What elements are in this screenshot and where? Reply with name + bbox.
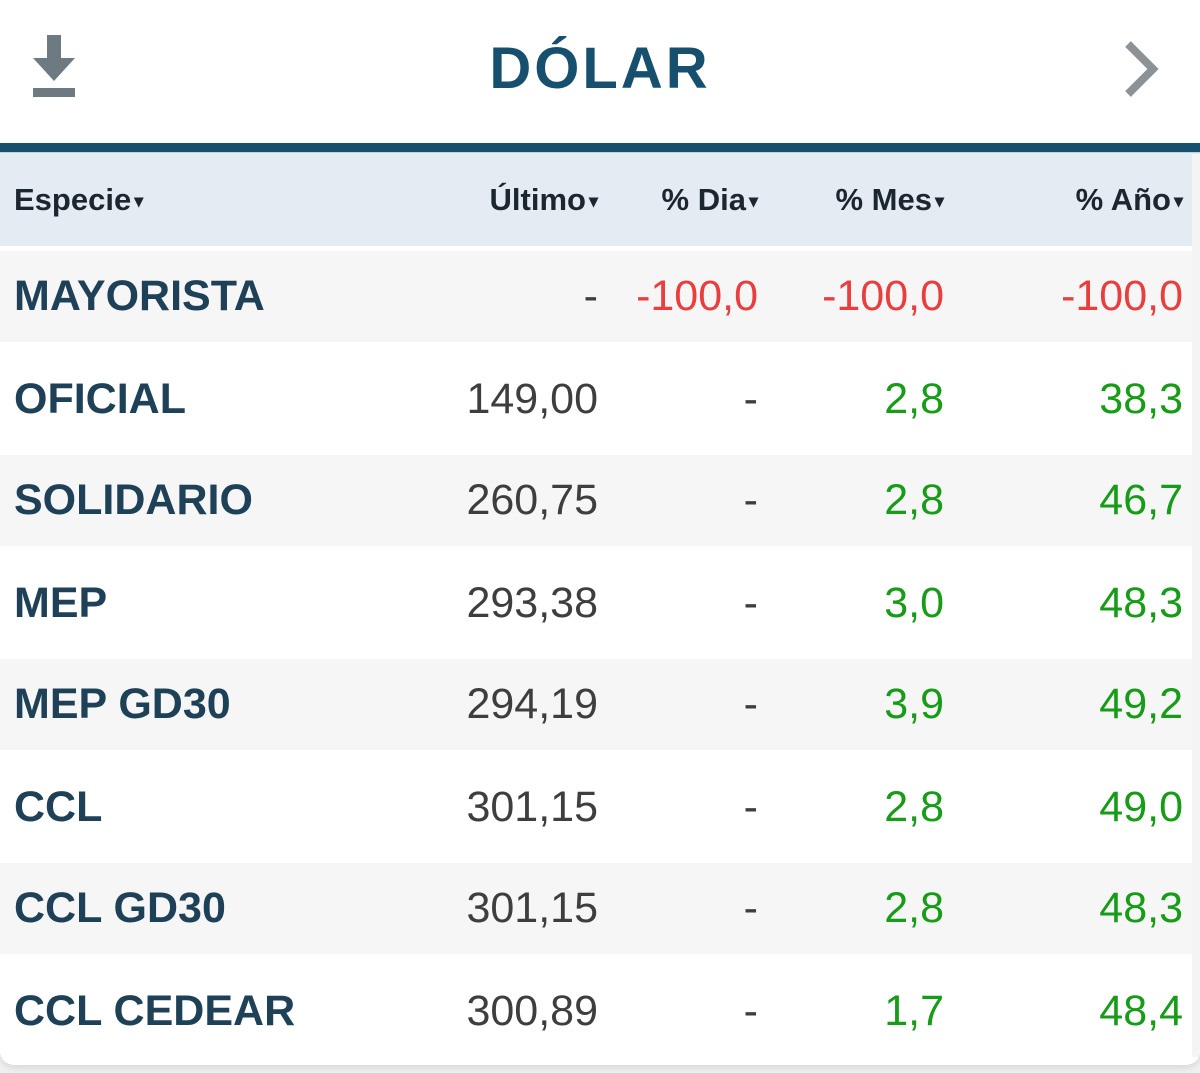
- column-header-ultimo[interactable]: Último ▾: [367, 182, 598, 218]
- especie-cell: MEP GD30: [14, 680, 231, 728]
- anio-cell: 48,3: [1099, 578, 1183, 627]
- ultimo-cell: 301,15: [466, 884, 598, 932]
- especie-cell: OFICIAL: [14, 374, 186, 423]
- anio-cell: 49,0: [1099, 782, 1183, 831]
- mes-cell: 2,8: [884, 476, 944, 524]
- dia-cell: -100,0: [636, 272, 758, 320]
- column-header-dia[interactable]: % Dia ▾: [598, 182, 758, 218]
- column-label: % Dia: [661, 181, 746, 217]
- especie-cell: CCL GD30: [14, 884, 226, 932]
- mes-cell: 1,7: [884, 986, 944, 1035]
- mes-cell: 3,0: [884, 578, 944, 627]
- dia-cell: -: [743, 782, 758, 831]
- scrollbar-gutter: [1192, 154, 1200, 1057]
- table-row-mep-gd30[interactable]: MEP GD30 294,19 - 3,9 49,2: [0, 654, 1200, 756]
- ultimo-cell: 149,00: [466, 374, 598, 423]
- column-header-anio[interactable]: % Año ▾: [944, 182, 1183, 218]
- column-label: Especie: [14, 181, 132, 217]
- ultimo-cell: 301,15: [466, 782, 598, 831]
- column-label: Último: [489, 181, 586, 217]
- column-header-mes[interactable]: % Mes ▾: [758, 182, 944, 218]
- header-divider-bar: [0, 143, 1200, 153]
- dia-cell: -: [743, 680, 758, 728]
- table-row-ccl-gd30[interactable]: CCL GD30 301,15 - 2,8 48,3: [0, 858, 1200, 960]
- especie-cell: CCL CEDEAR: [14, 986, 296, 1035]
- table-row-mayorista[interactable]: MAYORISTA - -100,0 -100,0 -100,0: [0, 246, 1200, 348]
- ultimo-cell: 300,89: [466, 986, 598, 1035]
- anio-cell: 48,3: [1099, 884, 1183, 932]
- ultimo-cell: -: [583, 272, 598, 320]
- sort-arrow-icon: ▾: [588, 190, 598, 211]
- column-label: % Mes: [835, 181, 932, 217]
- ultimo-cell: 293,38: [466, 578, 598, 627]
- anio-cell: 46,7: [1099, 476, 1183, 524]
- download-icon: [26, 35, 82, 105]
- table-row-ccl[interactable]: CCL 301,15 - 2,8 49,0: [0, 756, 1200, 858]
- sort-arrow-icon: ▾: [1173, 190, 1183, 211]
- table-row-solidario[interactable]: SOLIDARIO 260,75 - 2,8 46,7: [0, 450, 1200, 552]
- next-panel-button[interactable]: [1120, 36, 1162, 102]
- especie-cell: MEP: [14, 578, 108, 627]
- table-row-ccl-cedear[interactable]: CCL CEDEAR 300,89 - 1,7 48,4: [0, 960, 1200, 1062]
- mes-cell: -100,0: [822, 272, 944, 320]
- widget-header: DÓLAR: [0, 0, 1200, 143]
- anio-cell: 38,3: [1099, 374, 1183, 423]
- especie-cell: CCL: [14, 782, 103, 831]
- ultimo-cell: 294,19: [466, 680, 598, 728]
- dia-cell: -: [743, 374, 758, 423]
- table-body: MAYORISTA - -100,0 -100,0 -100,0 OFICIAL…: [0, 246, 1200, 1062]
- page-title: DÓLAR: [489, 36, 711, 101]
- column-label: % Año: [1075, 181, 1171, 217]
- download-button[interactable]: [26, 33, 82, 101]
- dia-cell: -: [743, 578, 758, 627]
- sort-arrow-icon: ▾: [748, 190, 758, 211]
- sort-arrow-icon: ▾: [134, 190, 144, 211]
- dia-cell: -: [743, 884, 758, 932]
- anio-cell: 49,2: [1099, 680, 1183, 728]
- mes-cell: 2,8: [884, 884, 944, 932]
- ultimo-cell: 260,75: [466, 476, 598, 524]
- mes-cell: 3,9: [884, 680, 944, 728]
- dia-cell: -: [743, 986, 758, 1035]
- chevron-right-icon: [1120, 41, 1162, 106]
- mes-cell: 2,8: [884, 782, 944, 831]
- table-row-oficial[interactable]: OFICIAL 149,00 - 2,8 38,3: [0, 348, 1200, 450]
- sort-arrow-icon: ▾: [934, 190, 944, 211]
- anio-cell: 48,4: [1099, 986, 1183, 1035]
- especie-cell: SOLIDARIO: [14, 476, 253, 524]
- column-header-especie[interactable]: Especie ▾: [14, 182, 367, 218]
- especie-cell: MAYORISTA: [14, 272, 265, 320]
- table-row-mep[interactable]: MEP 293,38 - 3,0 48,3: [0, 552, 1200, 654]
- anio-cell: -100,0: [1061, 272, 1183, 320]
- dia-cell: -: [743, 476, 758, 524]
- table-header-row: Especie ▾ Último ▾ % Dia ▾ % Mes ▾ % Año ▾: [0, 153, 1200, 246]
- mes-cell: 2,8: [884, 374, 944, 423]
